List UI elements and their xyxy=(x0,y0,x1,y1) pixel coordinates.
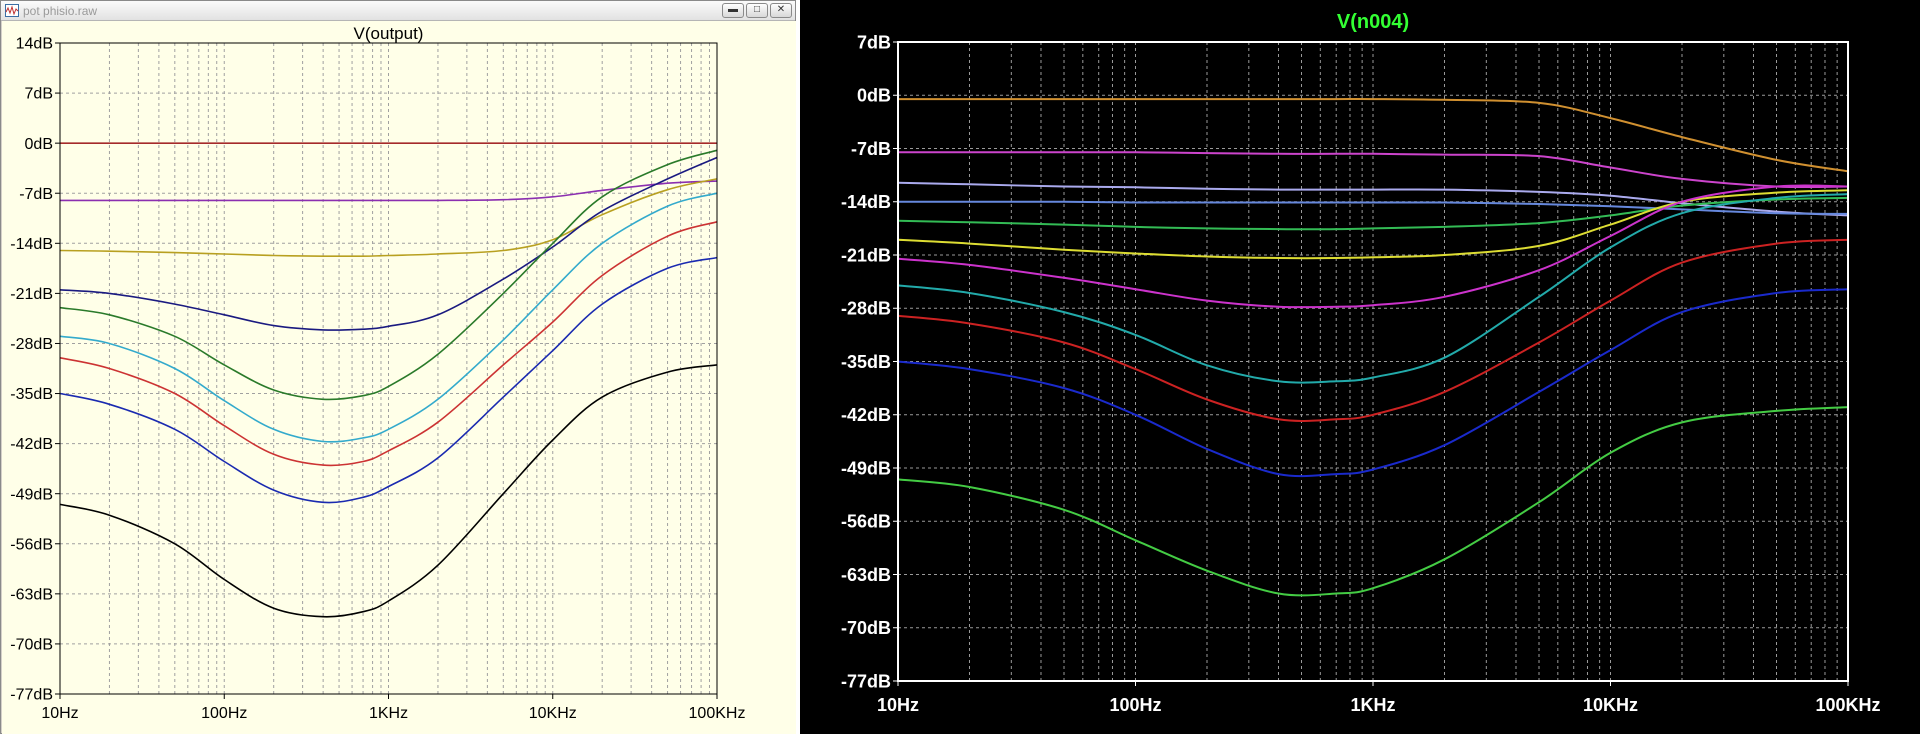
maximize-button[interactable]: □ xyxy=(746,3,768,18)
grid xyxy=(60,43,717,694)
x-axis-ticks: 10Hz 100Hz 1KHz 10KHz 100KHz xyxy=(877,681,1881,715)
maximize-icon: □ xyxy=(753,4,761,15)
y-tick-label: -77dB xyxy=(10,687,53,704)
close-icon: ✕ xyxy=(776,4,786,15)
window-titlebar[interactable]: pot phisio.raw ▬ □ ✕ xyxy=(1,1,795,21)
series-line-5 xyxy=(59,149,718,401)
series-line-6 xyxy=(59,192,718,443)
x-tick-label: 1KHz xyxy=(1350,695,1395,715)
y-tick-label: -63dB xyxy=(10,586,53,603)
y-tick-label: -7dB xyxy=(19,186,53,203)
series-line-1 xyxy=(898,98,1849,173)
series-line-5 xyxy=(897,196,1849,231)
series-group xyxy=(897,98,1849,597)
series-line-9 xyxy=(897,238,1849,422)
series-line-4 xyxy=(898,200,1849,215)
y-tick-label: -28dB xyxy=(841,299,891,319)
y-tick-label: -35dB xyxy=(841,352,891,372)
series-line-2 xyxy=(898,151,1849,189)
series-line-7 xyxy=(59,221,718,467)
y-tick-label: -70dB xyxy=(10,637,53,654)
y-tick-label: -56dB xyxy=(841,512,891,532)
y-tick-label: -63dB xyxy=(841,565,891,585)
y-tick-label: -49dB xyxy=(10,486,53,503)
y-tick-label: -21dB xyxy=(10,286,53,303)
y-tick-label: 0dB xyxy=(25,136,53,153)
chart-title: V(n004) xyxy=(1337,11,1409,33)
series-line-3 xyxy=(897,181,1849,217)
y-tick-label: -70dB xyxy=(841,618,891,638)
window-title: pot phisio.raw xyxy=(23,4,98,18)
y-tick-label: 7dB xyxy=(25,86,53,103)
series-line-9 xyxy=(59,364,718,618)
y-tick-label: -49dB xyxy=(841,458,891,478)
y-tick-label: 0dB xyxy=(857,86,891,106)
close-button[interactable]: ✕ xyxy=(770,3,792,18)
y-tick-label: -35dB xyxy=(10,386,53,403)
y-tick-label: -77dB xyxy=(841,671,891,691)
x-tick-label: 10KHz xyxy=(1583,695,1638,715)
series-group xyxy=(59,142,718,618)
left-plot-area[interactable]: 14dB 7dB 0dB -7dB -14dB -21dB -28dB -35dB -42dB -… xyxy=(2,21,796,734)
series-line-3 xyxy=(59,178,718,258)
x-tick-label: 1KHz xyxy=(369,705,408,722)
plot-window: pot phisio.raw ▬ □ ✕ 14dB 7dB 0dB -7dB -14dB… xyxy=(0,0,796,734)
series-line-11 xyxy=(897,406,1849,597)
y-tick-label: -14dB xyxy=(10,236,53,253)
x-tick-label: 100KHz xyxy=(1815,695,1880,715)
y-tick-label: 14dB xyxy=(16,36,53,53)
y-axis-ticks: 14dB 7dB 0dB -7dB -14dB -21dB -28dB -35dB -42dB -… xyxy=(10,36,60,704)
grid xyxy=(898,42,1848,681)
series-line-7 xyxy=(897,184,1849,309)
x-tick-label: 100KHz xyxy=(689,705,746,722)
series-line-10 xyxy=(897,288,1849,478)
x-tick-label: 100Hz xyxy=(1109,695,1161,715)
chart-title: V(output) xyxy=(354,24,424,43)
x-tick-label: 100Hz xyxy=(201,705,247,722)
y-tick-label: -28dB xyxy=(10,336,53,353)
series-line-2 xyxy=(59,180,718,202)
x-tick-label: 10KHz xyxy=(529,705,577,722)
minimize-icon: ▬ xyxy=(728,4,738,15)
series-line-8 xyxy=(59,256,718,504)
y-tick-label: -14dB xyxy=(841,192,891,212)
minimize-button[interactable]: ▬ xyxy=(722,3,744,18)
y-axis-ticks: 7dB 0dB -7dB -14dB -21dB -28dB -35dB -42dB -49dB… xyxy=(841,32,898,691)
y-tick-label: -7dB xyxy=(851,139,891,159)
right-chart-svg[interactable]: 7dB 0dB -7dB -14dB -21dB -28dB -35dB -42dB -49dB… xyxy=(800,0,1920,734)
window-gap xyxy=(796,0,800,734)
y-tick-label: -21dB xyxy=(841,245,891,265)
left-chart-svg[interactable]: 14dB 7dB 0dB -7dB -14dB -21dB -28dB -35dB -42dB -… xyxy=(2,21,796,734)
y-tick-label: -42dB xyxy=(10,436,53,453)
y-tick-label: 7dB xyxy=(857,32,891,52)
series-line-4 xyxy=(59,156,718,331)
x-axis-ticks: 10Hz 100Hz 1KHz 10KHz 100KHz xyxy=(41,694,745,722)
x-tick-label: 10Hz xyxy=(41,705,78,722)
right-plot-area[interactable]: 7dB 0dB -7dB -14dB -21dB -28dB -35dB -42dB -49dB… xyxy=(800,0,1920,734)
series-line-8 xyxy=(897,193,1849,384)
y-tick-label: -56dB xyxy=(10,536,53,553)
x-tick-label: 10Hz xyxy=(877,695,919,715)
y-tick-label: -42dB xyxy=(841,405,891,425)
waveform-app-icon xyxy=(5,4,19,17)
